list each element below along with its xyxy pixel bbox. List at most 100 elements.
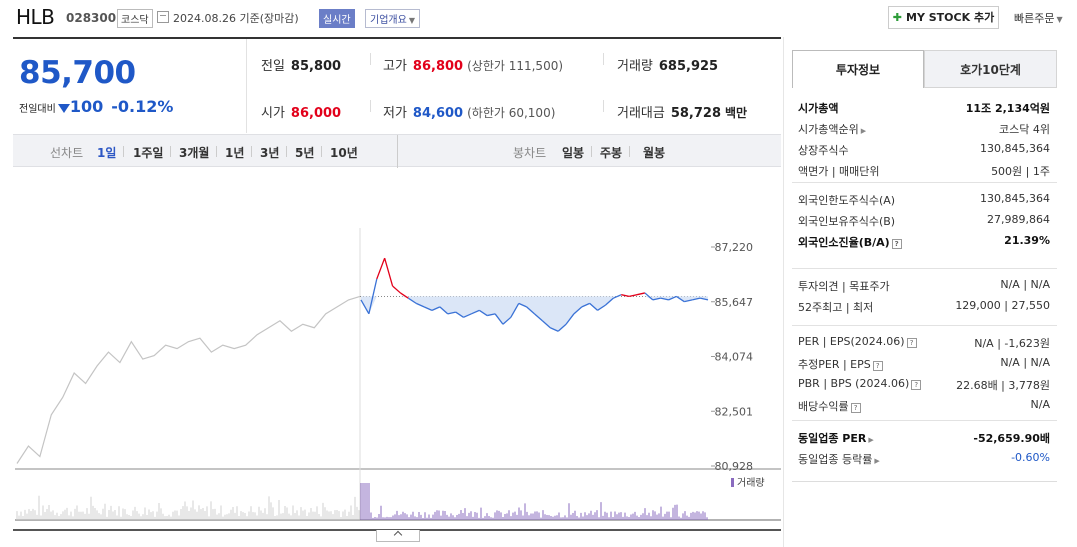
divider xyxy=(170,146,171,157)
info-label: 시가총액 xyxy=(798,102,839,115)
chevron-right-icon: ▶ xyxy=(874,457,880,465)
today-line-segment xyxy=(589,302,599,311)
prev-close-label: 전일 xyxy=(261,59,285,74)
base-date: 2024.08.26 기준(장마감) xyxy=(173,12,299,25)
down-triangle-icon xyxy=(57,104,70,113)
info-section: 시가총액 11조 2,134억원 시가총액순위 ▶ 코스닥 4위 상장주식수 130,845… xyxy=(792,96,1057,182)
upper-limit: (상한가 111,500) xyxy=(467,59,564,73)
today-line-segment xyxy=(565,313,575,325)
period-10y[interactable]: 10년 xyxy=(330,146,358,160)
help-icon[interactable]: ? xyxy=(911,380,922,390)
calendar-icon xyxy=(157,11,169,23)
info-row: 배당수익률? N/A xyxy=(798,398,1050,418)
open-label: 시가 xyxy=(261,106,285,121)
quick-order-dropdown[interactable]: 빠른주문 ▼ xyxy=(1014,10,1063,26)
divider xyxy=(216,146,217,157)
today-line-segment xyxy=(557,323,567,332)
today-line-segment xyxy=(684,299,693,303)
info-value: 500원 | 1주 xyxy=(991,165,1050,178)
divider xyxy=(321,146,322,157)
info-value: N/A | N/A xyxy=(1000,278,1050,291)
price-chart[interactable]: 87,22085,64784,07482,50180,928거래량08/2308… xyxy=(13,168,781,530)
tab-order-book[interactable]: 호가10단계 xyxy=(924,50,1057,88)
info-row: 외국인보유주식수(B) 27,989,864 xyxy=(798,213,1050,233)
help-icon[interactable]: ? xyxy=(872,361,883,371)
volume-legend-swatch xyxy=(731,478,734,487)
change-percent: -0.12% xyxy=(111,97,174,116)
realtime-button[interactable]: 실시간 xyxy=(319,9,355,28)
tab-invest-info[interactable]: 투자정보 xyxy=(792,50,924,88)
today-line-segment xyxy=(660,297,669,301)
info-label: 외국인한도주식수(A) xyxy=(798,194,896,207)
current-price-box: 85,700 전일대비 100 -0.12% xyxy=(13,39,247,133)
help-icon[interactable]: ? xyxy=(850,403,861,413)
divider xyxy=(397,135,398,168)
chevron-right-icon: ▶ xyxy=(860,127,867,135)
trade-value: 58,728 xyxy=(670,106,722,121)
info-label[interactable]: 동일업종 PER ▶ xyxy=(798,432,874,445)
info-label: 투자의견 | 목표주가 xyxy=(798,280,890,293)
today-line-segment xyxy=(376,257,386,280)
today-line-segment xyxy=(526,306,535,315)
help-icon[interactable]: ? xyxy=(906,338,917,348)
today-line-segment xyxy=(494,313,504,325)
info-row: 투자의견 | 목표주가 N/A | N/A xyxy=(798,278,1050,298)
period-5y[interactable]: 5년 xyxy=(295,146,315,160)
info-row: 시가총액 11조 2,134억원 xyxy=(798,100,1050,120)
today-line-segment xyxy=(439,306,449,315)
candle-monthly[interactable]: 월봉 xyxy=(643,146,666,160)
prev-close-value: 85,800 xyxy=(290,59,342,74)
info-value: N/A | N/A xyxy=(1000,356,1050,369)
prev-day-line xyxy=(16,295,361,464)
high-stat: 고가 86,800 (상한가 111,500) xyxy=(383,55,563,74)
period-bar: 선차트 1일 1주일 3개월 1년 3년 5년 10년 봉차트 일봉 주봉 월봉 xyxy=(13,134,781,168)
info-label[interactable]: 시가총액순위 ▶ xyxy=(798,123,867,136)
today-line-segment xyxy=(644,292,654,301)
today-line-segment xyxy=(400,292,409,299)
info-value: 130,845,364 xyxy=(980,192,1050,205)
company-info-dropdown[interactable]: 기업개요 ▼ xyxy=(365,9,420,28)
info-row: 동일업종 PER ▶ -52,659.90배 xyxy=(798,430,1050,450)
today-line-segment xyxy=(621,294,630,298)
today-line-segment xyxy=(676,295,685,303)
y-tick-label: 80,928 xyxy=(715,460,754,473)
divider xyxy=(370,100,371,112)
panel-divider xyxy=(783,37,784,547)
y-tick-label: 82,501 xyxy=(715,405,754,418)
info-value: -0.60% xyxy=(1011,451,1050,464)
info-row: 52주최고 | 최저 129,000 | 27,550 xyxy=(798,299,1050,319)
period-3y[interactable]: 3년 xyxy=(260,146,280,160)
volume-stat: 거래량 685,925 xyxy=(617,55,718,74)
period-1y[interactable]: 1년 xyxy=(225,146,245,160)
today-line-segment xyxy=(415,302,425,308)
period-1w[interactable]: 1주일 xyxy=(133,146,164,160)
prev-close-stat: 전일 85,800 xyxy=(261,55,341,74)
change-amount: 100 xyxy=(69,97,104,116)
stock-name: HLB xyxy=(16,5,55,29)
collapse-button[interactable] xyxy=(376,530,420,542)
today-line-segment xyxy=(431,306,441,311)
candle-weekly[interactable]: 주봉 xyxy=(600,146,623,160)
help-icon[interactable]: ? xyxy=(891,239,902,249)
period-3m[interactable]: 3개월 xyxy=(179,146,210,160)
volume-label: 거래량 xyxy=(617,59,653,74)
price-change: 전일대비 100 -0.12% xyxy=(19,97,173,116)
candle-daily[interactable]: 일봉 xyxy=(562,146,585,160)
low-stat: 저가 84,600 (하한가 60,100) xyxy=(383,102,555,121)
today-line-segment xyxy=(668,295,677,301)
low-label: 저가 xyxy=(383,106,407,121)
info-value: N/A xyxy=(1030,398,1050,411)
info-label[interactable]: 동일업종 등락률 ▶ xyxy=(798,453,880,466)
today-line-segment xyxy=(392,285,401,294)
chevron-right-icon: ▶ xyxy=(868,436,874,444)
plus-icon: ✚ xyxy=(892,11,903,24)
info-value: 130,845,364 xyxy=(980,142,1050,155)
trade-value-stat: 거래대금 58,728 백만 xyxy=(617,102,747,121)
add-mystock-button[interactable]: ✚ MY STOCK 추가 xyxy=(888,6,999,29)
price-panel: 85,700 전일대비 100 -0.12% 전일 85,800 고가 86,800 (상… xyxy=(13,37,781,531)
period-1d[interactable]: 1일 xyxy=(97,146,117,160)
info-value: 27,989,864 xyxy=(987,213,1050,226)
info-tabs: 투자정보 호가10단계 xyxy=(792,50,1057,88)
high-label: 고가 xyxy=(383,59,407,74)
today-line-segment xyxy=(502,316,512,325)
